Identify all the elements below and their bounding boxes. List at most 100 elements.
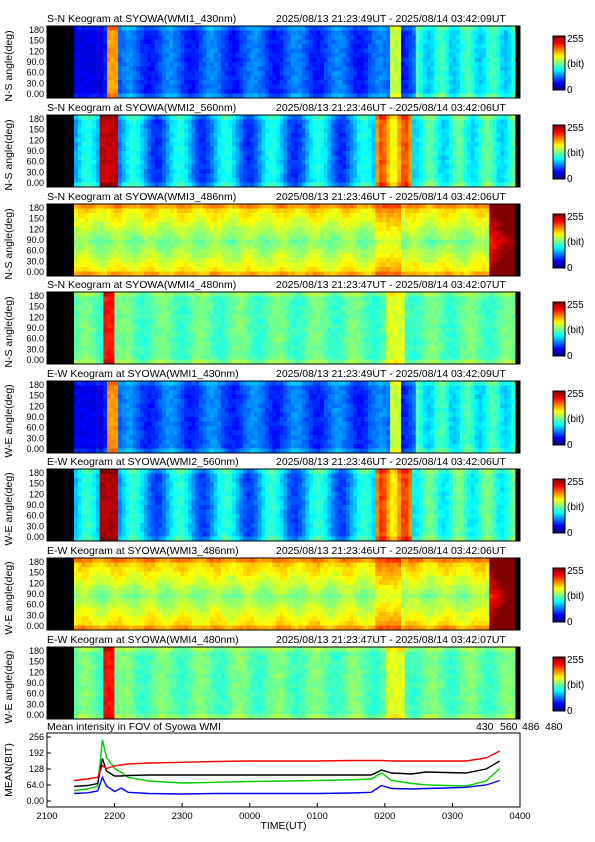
keogram-cell bbox=[334, 44, 340, 49]
keogram-cell bbox=[180, 253, 185, 259]
keogram-cell bbox=[345, 80, 351, 85]
keogram-cell bbox=[187, 146, 193, 152]
keogram-cell bbox=[191, 151, 196, 156]
keogram-cell bbox=[158, 226, 163, 232]
keogram-cell bbox=[445, 89, 450, 94]
keogram-cell bbox=[426, 115, 431, 120]
keogram-cell bbox=[184, 267, 189, 272]
keogram-cell bbox=[232, 48, 237, 54]
keogram-cell bbox=[239, 169, 244, 174]
keogram-cell bbox=[452, 35, 457, 40]
keogram-cell bbox=[364, 119, 369, 125]
keogram-cell bbox=[323, 178, 328, 183]
keogram-cell bbox=[121, 124, 126, 129]
keogram-cell bbox=[254, 271, 259, 277]
keogram-cell bbox=[209, 244, 215, 250]
keogram-cell bbox=[74, 271, 79, 277]
keogram-cell bbox=[191, 128, 196, 134]
keogram-cell bbox=[323, 53, 328, 58]
keogram-cell bbox=[217, 262, 222, 268]
keogram-cell bbox=[456, 164, 461, 170]
keogram-cell bbox=[165, 124, 170, 129]
keogram-cell bbox=[478, 146, 483, 152]
keogram-cell bbox=[147, 39, 152, 45]
keogram-cell bbox=[96, 44, 101, 49]
keogram-cell bbox=[107, 39, 112, 45]
keogram-cell bbox=[404, 75, 409, 81]
keogram-cell bbox=[96, 155, 101, 161]
keogram-cell bbox=[176, 155, 181, 161]
keogram-cell bbox=[132, 182, 137, 188]
keogram-cell bbox=[368, 115, 373, 120]
keogram-cell bbox=[445, 124, 450, 129]
keogram-cell bbox=[489, 75, 494, 81]
keogram-cell bbox=[202, 182, 207, 188]
keogram-cell bbox=[96, 217, 101, 223]
keogram-cell bbox=[88, 84, 93, 90]
keogram-cell bbox=[338, 137, 343, 143]
colorbar-step bbox=[553, 57, 565, 60]
keogram-cell bbox=[375, 48, 380, 54]
keogram-cell bbox=[88, 231, 93, 236]
keogram-cell bbox=[140, 137, 145, 143]
keogram-cell bbox=[154, 160, 159, 165]
keogram-cell bbox=[290, 235, 295, 241]
keogram-cell bbox=[110, 182, 115, 188]
keogram-cell bbox=[250, 80, 255, 85]
keogram-cell bbox=[176, 71, 181, 76]
keogram-cell bbox=[228, 35, 233, 40]
keogram-cell bbox=[320, 137, 325, 143]
keogram-cell bbox=[129, 89, 134, 94]
keogram-cell bbox=[290, 84, 295, 90]
colorbar-step bbox=[553, 65, 565, 68]
keogram-cell bbox=[246, 93, 251, 99]
keogram-cell bbox=[143, 204, 148, 209]
keogram-cell bbox=[379, 57, 384, 63]
keogram-cell bbox=[470, 164, 475, 170]
keogram-cell bbox=[165, 169, 170, 174]
keogram-cell bbox=[360, 115, 365, 120]
keogram-cell bbox=[209, 44, 215, 49]
keogram-cell bbox=[470, 178, 475, 183]
keogram-cell bbox=[305, 80, 310, 85]
colorbar-step bbox=[553, 53, 565, 56]
keogram-cell bbox=[147, 182, 152, 188]
keogram-cell bbox=[279, 208, 284, 214]
keogram-cell bbox=[92, 26, 97, 31]
keogram-cell bbox=[173, 213, 178, 218]
keogram-cell bbox=[180, 62, 185, 67]
keogram-cell bbox=[294, 93, 299, 99]
keogram-cell bbox=[147, 124, 152, 129]
keogram-cell bbox=[474, 178, 479, 183]
keogram-cell bbox=[239, 213, 244, 218]
keogram-cell bbox=[467, 71, 472, 76]
keogram-cell bbox=[503, 137, 509, 143]
keogram-cell bbox=[489, 66, 494, 72]
keogram-cell bbox=[268, 30, 273, 36]
keogram-cell bbox=[195, 39, 200, 45]
keogram-cell bbox=[272, 48, 277, 54]
keogram-cell bbox=[287, 26, 292, 31]
keogram-cell bbox=[213, 169, 218, 174]
keogram-cell bbox=[110, 89, 115, 94]
keogram-cell bbox=[118, 262, 123, 268]
keogram-cell bbox=[368, 169, 373, 174]
keogram-cell bbox=[173, 249, 178, 254]
keogram-cell bbox=[129, 133, 134, 138]
keogram-cell bbox=[99, 35, 104, 40]
keogram-cell bbox=[298, 151, 303, 156]
keogram-cell bbox=[250, 151, 255, 156]
keogram-cell bbox=[320, 84, 325, 90]
keogram-cell bbox=[345, 137, 351, 143]
keogram-cell bbox=[404, 169, 409, 174]
keogram-cell bbox=[290, 240, 295, 245]
keogram-cell bbox=[492, 182, 498, 188]
keogram-cell bbox=[290, 222, 295, 227]
keogram-cell bbox=[481, 178, 486, 183]
keogram-cell bbox=[268, 244, 273, 250]
keogram-cell bbox=[386, 182, 391, 188]
keogram-cell bbox=[463, 119, 468, 125]
keogram-cell bbox=[250, 26, 255, 31]
keogram-cell bbox=[272, 146, 277, 152]
keogram-cell bbox=[375, 142, 380, 147]
